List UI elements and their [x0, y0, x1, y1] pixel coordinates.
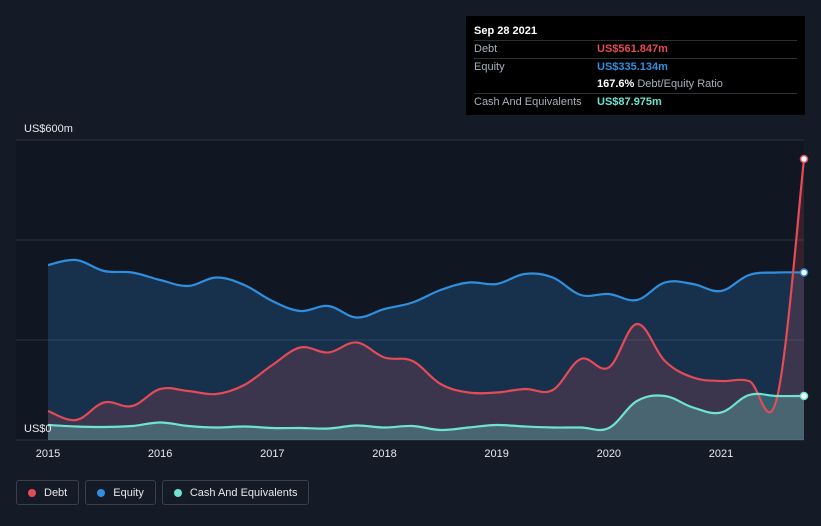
debt-end-marker — [799, 154, 809, 164]
x-tick-label: 2015 — [36, 448, 60, 460]
hover-tooltip: Sep 28 2021 Debt US$561.847m Equity US$3… — [466, 16, 805, 115]
tooltip-ratio-value: 167.6% — [597, 78, 635, 90]
axis-labels: US$600m US$0 2015 2016 2017 2018 2019 2020 2021 — [24, 123, 733, 460]
x-tick-label: 2016 — [148, 448, 172, 460]
tooltip-cash-row: Cash And Equivalents US$87.975m — [474, 93, 797, 111]
equity-line — [47, 258, 805, 319]
tooltip-debt-label: Debt — [474, 43, 498, 55]
equity-end-marker — [799, 268, 809, 277]
legend-equity-label: Equity — [113, 486, 144, 499]
tooltip-cash-value: US$87.975m — [597, 96, 662, 108]
x-tick-label: 2017 — [260, 448, 284, 460]
debt-line — [47, 158, 806, 422]
cash-line — [47, 392, 805, 432]
legend-item-equity[interactable]: Equity — [85, 480, 156, 505]
tooltip-debt-value: US$561.847m — [597, 43, 668, 55]
tooltip-equity-value: US$335.134m — [597, 61, 668, 73]
legend-item-cash[interactable]: Cash And Equivalents — [161, 480, 310, 505]
tooltip-date: Sep 28 2021 — [474, 25, 537, 37]
cash-end-marker — [799, 391, 809, 401]
tooltip-equity-label: Equity — [474, 61, 505, 73]
grid-lines — [16, 139, 804, 441]
x-tick-label: 2020 — [597, 448, 621, 460]
y-tick-label-top: US$600m — [24, 123, 73, 135]
chart-legend: Debt Equity Cash And Equivalents — [16, 480, 310, 505]
legend-debt-label: Debt — [44, 486, 68, 499]
x-tick-label: 2021 — [709, 448, 733, 460]
legend-cash-label: Cash And Equivalents — [189, 486, 298, 499]
series-lines — [47, 158, 806, 432]
series-areas — [48, 159, 804, 440]
equity-dot-icon — [97, 488, 106, 497]
plot-background — [16, 140, 804, 440]
equity-area — [48, 259, 804, 440]
debt-area — [48, 159, 804, 440]
tooltip-debt-row: Debt US$561.847m — [474, 40, 797, 58]
tooltip-ratio-label: Debt/Equity Ratio — [637, 78, 723, 90]
legend-item-debt[interactable]: Debt — [16, 480, 80, 505]
tooltip-cash-label: Cash And Equivalents — [474, 96, 582, 108]
y-tick-label-zero: US$0 — [24, 423, 52, 435]
debt-dot-icon — [28, 488, 36, 497]
x-tick-label: 2019 — [484, 448, 508, 460]
cash-dot-icon — [173, 488, 182, 497]
x-tick-label: 2018 — [372, 448, 396, 460]
end-markers — [799, 154, 809, 401]
tooltip-equity-row: Equity US$335.134m — [474, 58, 797, 76]
cash-area — [48, 393, 804, 440]
tooltip-ratio-row: 167.6% Debt/Equity Ratio — [474, 76, 797, 93]
